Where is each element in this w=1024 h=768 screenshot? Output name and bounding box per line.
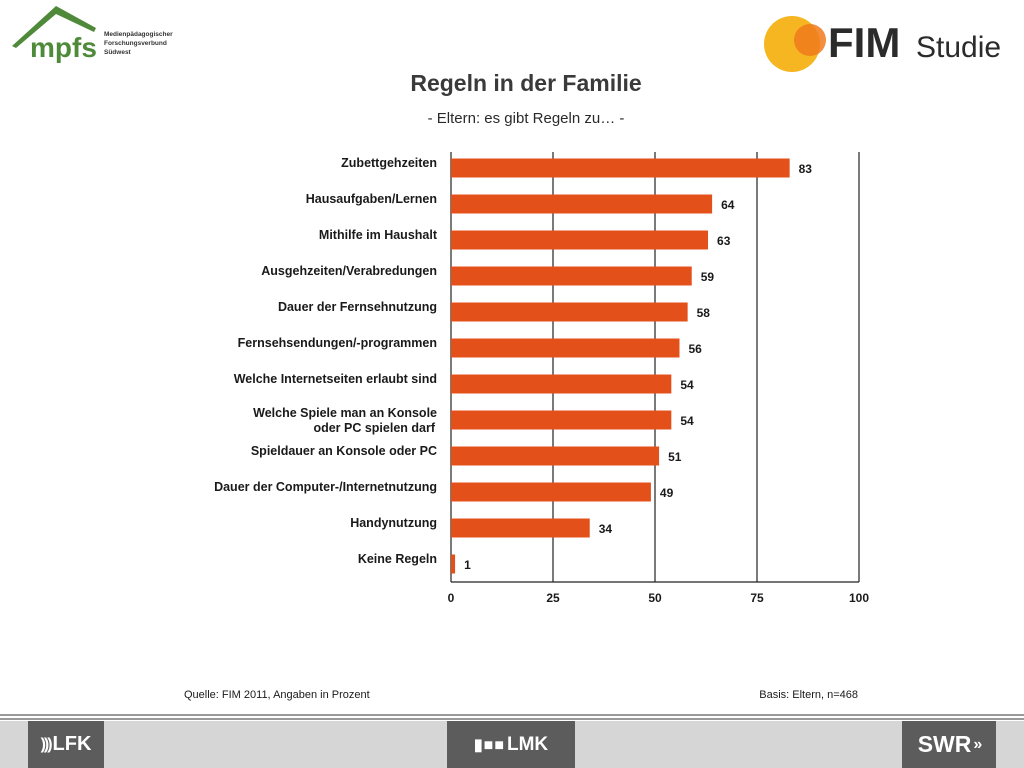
footer-divider-top [0, 714, 1024, 716]
bar [451, 482, 651, 502]
fim-suffix: Studie [916, 31, 1001, 64]
footer-divider-bottom [0, 718, 1024, 720]
x-tick-label: 50 [648, 591, 662, 605]
category-label: Fernsehsendungen/-programmen [238, 336, 437, 350]
swr-logo: SWR» [902, 721, 996, 768]
category-label: Mithilfe im Haushalt [319, 228, 438, 242]
category-label-line: Welche Spiele man an Konsole [253, 406, 437, 420]
fim-studie-logo: FIM Studie [764, 16, 1001, 72]
value-label: 64 [721, 198, 735, 212]
chart-title: Regeln in der Familie [410, 70, 642, 96]
bar [451, 194, 713, 214]
value-label: 58 [697, 306, 711, 320]
mpfs-line-2: Forschungsverbund [104, 40, 167, 47]
value-label: 56 [688, 342, 702, 356]
chevrons-right-icon: » [973, 735, 982, 753]
x-tick-label: 100 [849, 591, 869, 605]
value-label: 63 [717, 234, 731, 248]
bar [451, 230, 709, 250]
bar [451, 158, 790, 178]
bar [451, 338, 680, 358]
value-label: 34 [599, 522, 613, 536]
bar [451, 374, 672, 394]
x-tick-label: 75 [750, 591, 764, 605]
chart-subtitle: - Eltern: es gibt Regeln zu… - [427, 110, 625, 127]
value-label: 54 [680, 414, 694, 428]
bar-chart: 0 25 50 75 100 83 Zubettgehzeiten 64 Hausaufgabe… [214, 152, 869, 605]
bar [451, 554, 456, 574]
source-note: Quelle: FIM 2011, Angaben in Prozent [184, 689, 370, 701]
lmk-blocks-icon: ▮■■ [473, 736, 505, 754]
chevrons-icon: ))) [40, 735, 53, 753]
bar [451, 302, 688, 322]
value-label: 59 [701, 270, 715, 284]
x-tick-label: 25 [546, 591, 560, 605]
fim-wordmark: FIM [828, 19, 900, 66]
category-label: Keine Regeln [358, 552, 437, 566]
lfk-logo: ))) LFK [28, 721, 104, 768]
mpfs-logo: mpfs Medienpädagogischer Forschungsverbu… [12, 6, 173, 63]
category-label: Dauer der Fernsehnutzung [278, 300, 437, 314]
category-label: Welche Spiele man an Konsole oder PC spie… [253, 406, 437, 435]
category-label: Zubettgehzeiten [341, 156, 437, 170]
value-label: 49 [660, 486, 674, 500]
category-label: Handynutzung [350, 516, 437, 530]
basis-note: Basis: Eltern, n=468 [759, 689, 858, 701]
lmk-wordmark: LMK [506, 733, 549, 755]
value-label: 83 [799, 162, 813, 176]
value-label: 51 [668, 450, 682, 464]
swr-wordmark: SWR [917, 731, 972, 757]
value-label: 1 [464, 558, 471, 572]
bar [451, 410, 672, 430]
value-label: 54 [680, 378, 694, 392]
mpfs-line-3: Südwest [104, 49, 132, 56]
fim-sun-small-icon [794, 24, 826, 56]
category-label: Welche Internetseiten erlaubt sind [234, 372, 437, 386]
mpfs-wordmark: mpfs [30, 32, 97, 63]
bar [451, 266, 692, 286]
mpfs-roof-icon [12, 6, 96, 48]
category-label-line: oder PC spielen darf [313, 421, 435, 435]
lmk-logo: ▮■■ LMK [447, 721, 575, 768]
lfk-wordmark: LFK [52, 733, 92, 755]
bar [451, 518, 590, 538]
bar [451, 446, 660, 466]
category-label: Spieldauer an Konsole oder PC [251, 444, 437, 458]
category-label: Hausaufgaben/Lernen [306, 192, 437, 206]
category-label: Dauer der Computer-/Internetnutzung [214, 480, 437, 494]
category-label: Ausgehzeiten/Verabredungen [261, 264, 437, 278]
mpfs-line-1: Medienpädagogischer [104, 31, 173, 38]
x-tick-label: 0 [448, 591, 455, 605]
